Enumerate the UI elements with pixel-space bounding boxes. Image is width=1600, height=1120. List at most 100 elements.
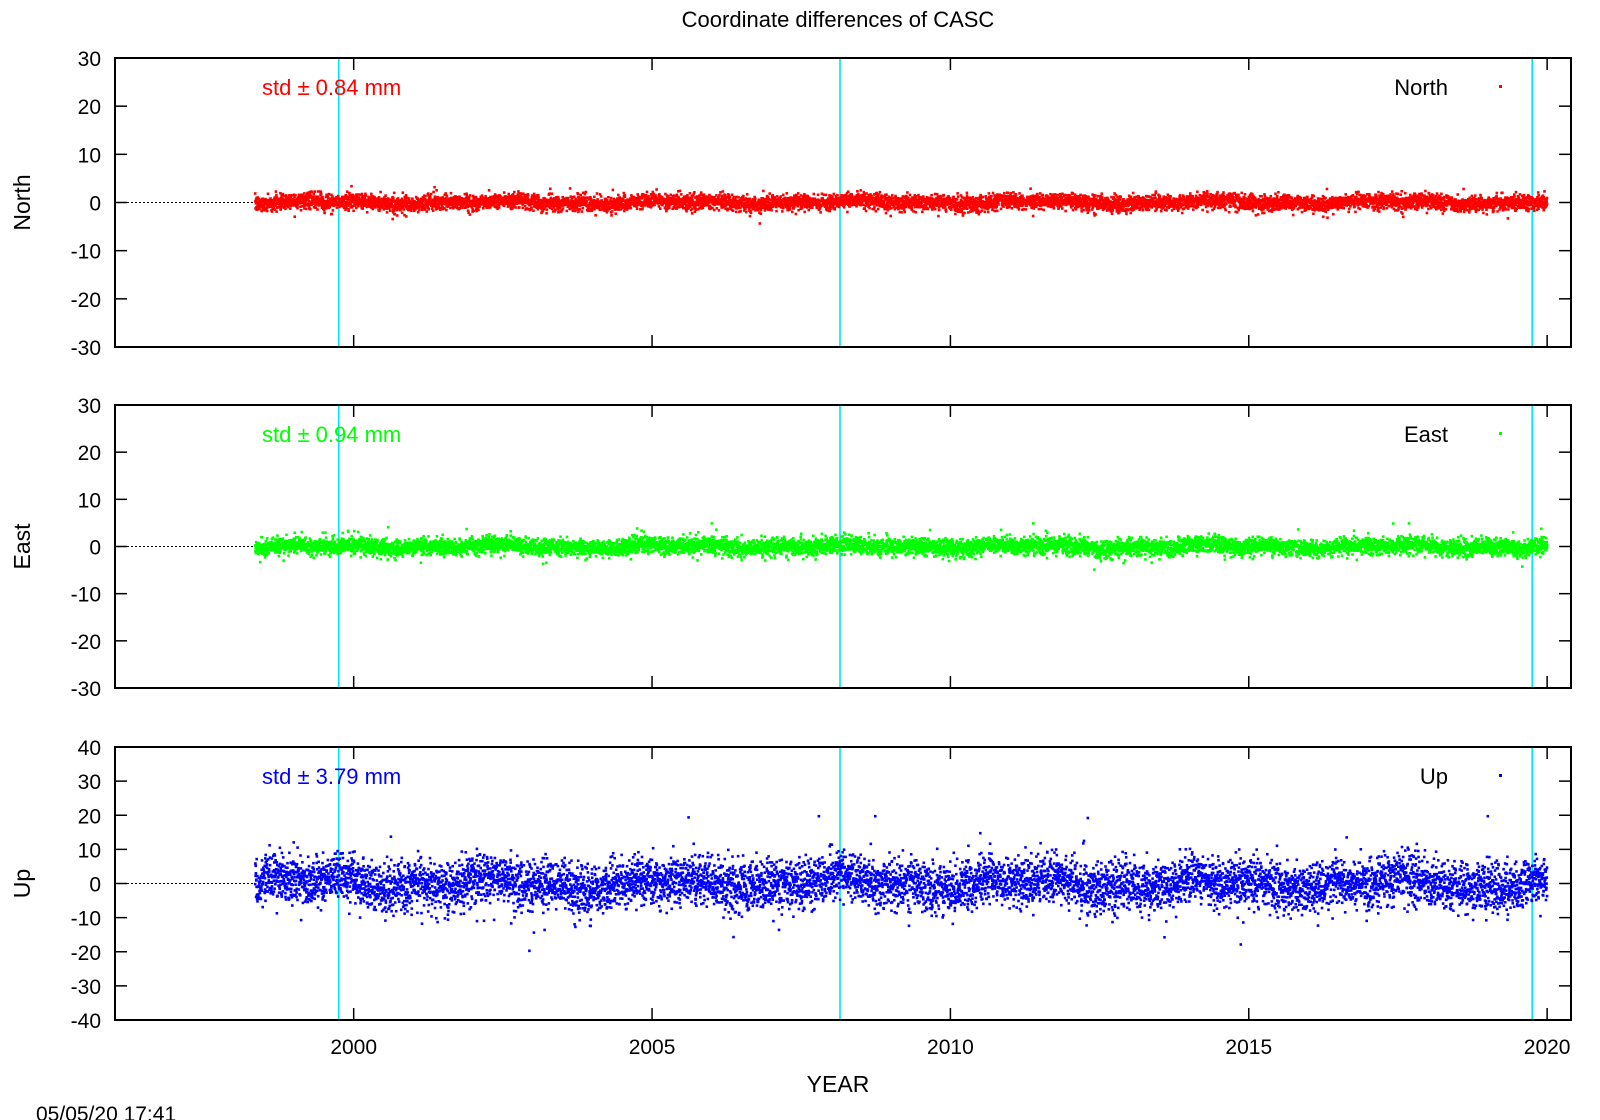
data-point [539, 202, 543, 206]
data-point [257, 197, 261, 201]
data-point [1052, 207, 1056, 210]
data-point [437, 205, 440, 208]
data-point [299, 205, 302, 208]
data-point [618, 205, 622, 208]
data-point [513, 203, 516, 206]
data-point [305, 195, 309, 199]
data-point [392, 191, 396, 195]
data-point [535, 195, 538, 199]
data-point [349, 202, 352, 205]
data-point [334, 203, 338, 207]
data-point [762, 189, 765, 193]
data-point [1074, 208, 1078, 211]
data-point [464, 198, 468, 202]
data-point [645, 190, 649, 194]
data-point [274, 204, 278, 207]
data-point [355, 193, 358, 196]
data-point [497, 206, 501, 209]
data-point [468, 204, 471, 208]
data-point [559, 210, 563, 213]
data-point [350, 204, 354, 208]
data-point [414, 195, 418, 199]
data-point [906, 191, 909, 194]
data-point [384, 194, 387, 197]
data-point [430, 207, 434, 211]
data-point [308, 192, 312, 196]
data-point [385, 197, 388, 201]
data-point [383, 196, 386, 199]
data-point [856, 190, 859, 193]
data-point [279, 207, 282, 211]
data-point [399, 208, 402, 212]
data-point [991, 191, 995, 195]
data-point [556, 195, 560, 199]
data-point [260, 209, 263, 213]
data-point [413, 209, 416, 213]
data-point [573, 195, 576, 199]
data-point [444, 192, 447, 195]
data-point [476, 206, 479, 210]
data-point [434, 199, 438, 202]
data-point [567, 198, 570, 202]
data-point [669, 193, 673, 197]
data-point [517, 190, 520, 193]
data-point [530, 207, 533, 211]
data-point [399, 207, 403, 210]
data-point [370, 196, 374, 200]
data-point [429, 196, 432, 199]
data-point [265, 209, 269, 213]
data-point [517, 192, 521, 195]
data-point [329, 198, 333, 202]
data-point [1006, 191, 1010, 195]
data-point [1024, 208, 1028, 211]
data-point [303, 192, 306, 195]
data-point [824, 193, 828, 197]
data-point [598, 193, 602, 196]
data-point [379, 190, 382, 194]
data-point [865, 192, 868, 195]
data-point [640, 201, 643, 205]
data-point [342, 204, 346, 208]
data-point [269, 203, 272, 206]
data-point [541, 209, 545, 212]
data-point [576, 192, 580, 196]
data-point [594, 214, 597, 217]
data-point [331, 209, 335, 212]
data-point [510, 201, 514, 204]
data-point [641, 207, 644, 211]
data-point [545, 208, 549, 211]
data-point [831, 195, 834, 198]
data-point [319, 191, 322, 194]
data-point [576, 208, 579, 211]
data-point [274, 190, 278, 193]
data-point [996, 209, 999, 213]
data-point [431, 209, 435, 212]
data-point [836, 193, 839, 197]
data-point [1014, 193, 1018, 197]
data-point [253, 192, 257, 195]
data-point [441, 206, 445, 209]
data-point [528, 198, 531, 202]
data-point [1064, 209, 1067, 213]
data-point [965, 191, 969, 195]
data-point [903, 210, 906, 214]
data-point [612, 197, 615, 201]
data-point [657, 205, 661, 208]
data-point [555, 198, 558, 202]
data-point [1079, 193, 1082, 197]
data-point [665, 209, 668, 213]
data-point [686, 194, 689, 197]
data-point [718, 194, 721, 197]
data-point [391, 211, 395, 214]
data-point [471, 199, 474, 203]
data-point [848, 205, 851, 208]
data-point [472, 209, 475, 213]
data-point [635, 207, 639, 211]
data-point [496, 207, 499, 211]
data-point [455, 196, 458, 200]
data-point [816, 193, 820, 197]
data-point [588, 204, 592, 207]
data-point [688, 192, 692, 195]
data-point [461, 204, 465, 207]
data-point [480, 199, 483, 202]
